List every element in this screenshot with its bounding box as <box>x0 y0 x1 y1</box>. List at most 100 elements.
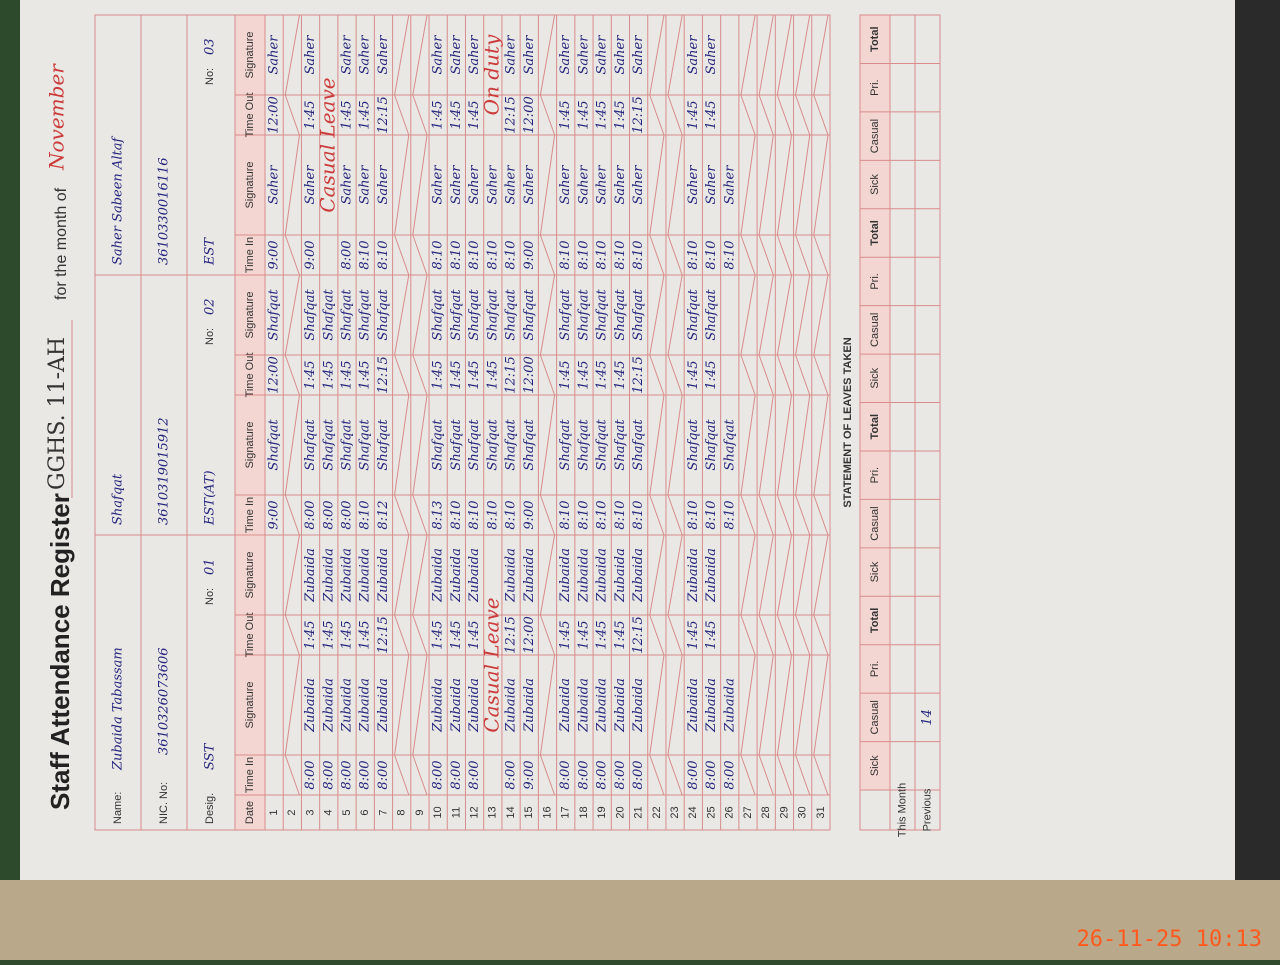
signature: Shafqat <box>704 419 719 471</box>
time: 12:00 <box>267 96 282 133</box>
statement-column: Sick <box>869 367 881 388</box>
blank-row-mark <box>539 14 556 796</box>
staff-no: 01 <box>203 558 218 575</box>
time: 1:45 <box>340 100 355 129</box>
blank-row-mark <box>776 14 793 796</box>
blank-row-mark <box>667 14 683 796</box>
time: 8:10 <box>722 240 737 269</box>
signature: Saher <box>522 165 537 205</box>
column-header: Time In <box>244 237 256 273</box>
no-label: No: <box>204 588 216 605</box>
signature: Shafqat <box>267 419 282 471</box>
time: 12:15 <box>376 616 391 653</box>
signature: Shafqat <box>303 419 318 471</box>
staff-name: Zubaida Tabassam <box>111 647 126 771</box>
time: 1:45 <box>358 360 373 389</box>
signature: Shafqat <box>467 419 482 471</box>
time: 1:45 <box>613 620 628 649</box>
column-header: Signature <box>244 31 256 78</box>
time: 12:15 <box>376 356 391 393</box>
statement-column: Sick <box>869 755 881 776</box>
date-header: Date <box>244 801 256 824</box>
time: 12:15 <box>504 356 519 393</box>
signature: Saher <box>595 165 610 205</box>
time: 9:00 <box>267 500 282 529</box>
signature: Zubaida <box>467 678 482 733</box>
signature: Shafqat <box>340 419 355 471</box>
date: 31 <box>815 806 827 818</box>
signature: Shafqat <box>485 419 500 471</box>
signature: Saher <box>704 165 719 205</box>
signature: Zubaida <box>704 678 719 733</box>
signature: Zubaida <box>722 678 737 733</box>
statement-column: Sick <box>869 174 881 195</box>
time: 1:45 <box>431 360 446 389</box>
date: 25 <box>705 806 717 818</box>
date: 18 <box>578 806 590 818</box>
blank-row-mark <box>284 14 300 796</box>
desig-label: Desig. <box>204 793 216 824</box>
time: 1:45 <box>467 360 482 389</box>
statement-column: Total <box>869 26 881 51</box>
time: 8:10 <box>595 240 610 269</box>
signature: Shafqat <box>340 289 355 341</box>
signature: Zubaida <box>431 548 446 603</box>
time: 12:00 <box>522 96 537 133</box>
signature: Shafqat <box>613 419 628 471</box>
date: 24 <box>687 806 699 818</box>
signature: Shafqat <box>595 289 610 341</box>
signature: Zubaida <box>376 678 391 733</box>
signature: Shafqat <box>722 419 737 471</box>
time: 8:10 <box>631 240 646 269</box>
time: 1:45 <box>595 100 610 129</box>
column-header: Signature <box>244 421 256 468</box>
statement-column: Pri. <box>869 273 881 290</box>
time: 1:45 <box>558 360 573 389</box>
signature: Zubaida <box>358 548 373 603</box>
statement-column: Casual <box>869 506 881 540</box>
time: 9:00 <box>303 240 318 269</box>
time: 8:10 <box>631 500 646 529</box>
date: 11 <box>450 807 462 818</box>
blank-row-mark <box>649 14 665 796</box>
signature: Saher <box>613 165 628 205</box>
time: 8:00 <box>467 760 482 789</box>
signature: Saher <box>613 35 628 75</box>
time: 8:10 <box>504 500 519 529</box>
signature: Shafqat <box>358 289 373 341</box>
signature: Zubaida <box>449 678 464 733</box>
column-header: Signature <box>244 551 256 598</box>
blank-row-mark <box>740 14 756 796</box>
column-header: Time In <box>244 757 256 793</box>
time: 8:00 <box>558 760 573 789</box>
register: Staff Attendance Register GGHS. 11-AH for … <box>45 14 941 837</box>
signature: Shafqat <box>686 289 701 341</box>
signature: Shafqat <box>504 419 519 471</box>
time: 8:10 <box>504 240 519 269</box>
signature: Shafqat <box>595 419 610 471</box>
time: 8:00 <box>504 760 519 789</box>
time: 8:00 <box>686 760 701 789</box>
signature: Saher <box>631 35 646 75</box>
signature: Saher <box>504 165 519 205</box>
time: 8:10 <box>686 240 701 269</box>
time: 1:45 <box>467 100 482 129</box>
signature: Shafqat <box>558 289 573 341</box>
time: 8:10 <box>449 240 464 269</box>
signature: Zubaida <box>522 548 537 603</box>
signature: Zubaida <box>504 548 519 603</box>
time: 12:15 <box>631 96 646 133</box>
signature: Saher <box>340 165 355 205</box>
time: 8:00 <box>321 500 336 529</box>
time: 8:00 <box>376 760 391 789</box>
signature: Saher <box>376 165 391 205</box>
time: 8:10 <box>613 240 628 269</box>
time: 9:00 <box>267 240 282 269</box>
signature: Zubaida <box>431 678 446 733</box>
signature: Saher <box>485 165 500 205</box>
signature: Shafqat <box>704 289 719 341</box>
signature: Saher <box>358 165 373 205</box>
time: 1:45 <box>303 360 318 389</box>
time: 8:10 <box>558 240 573 269</box>
